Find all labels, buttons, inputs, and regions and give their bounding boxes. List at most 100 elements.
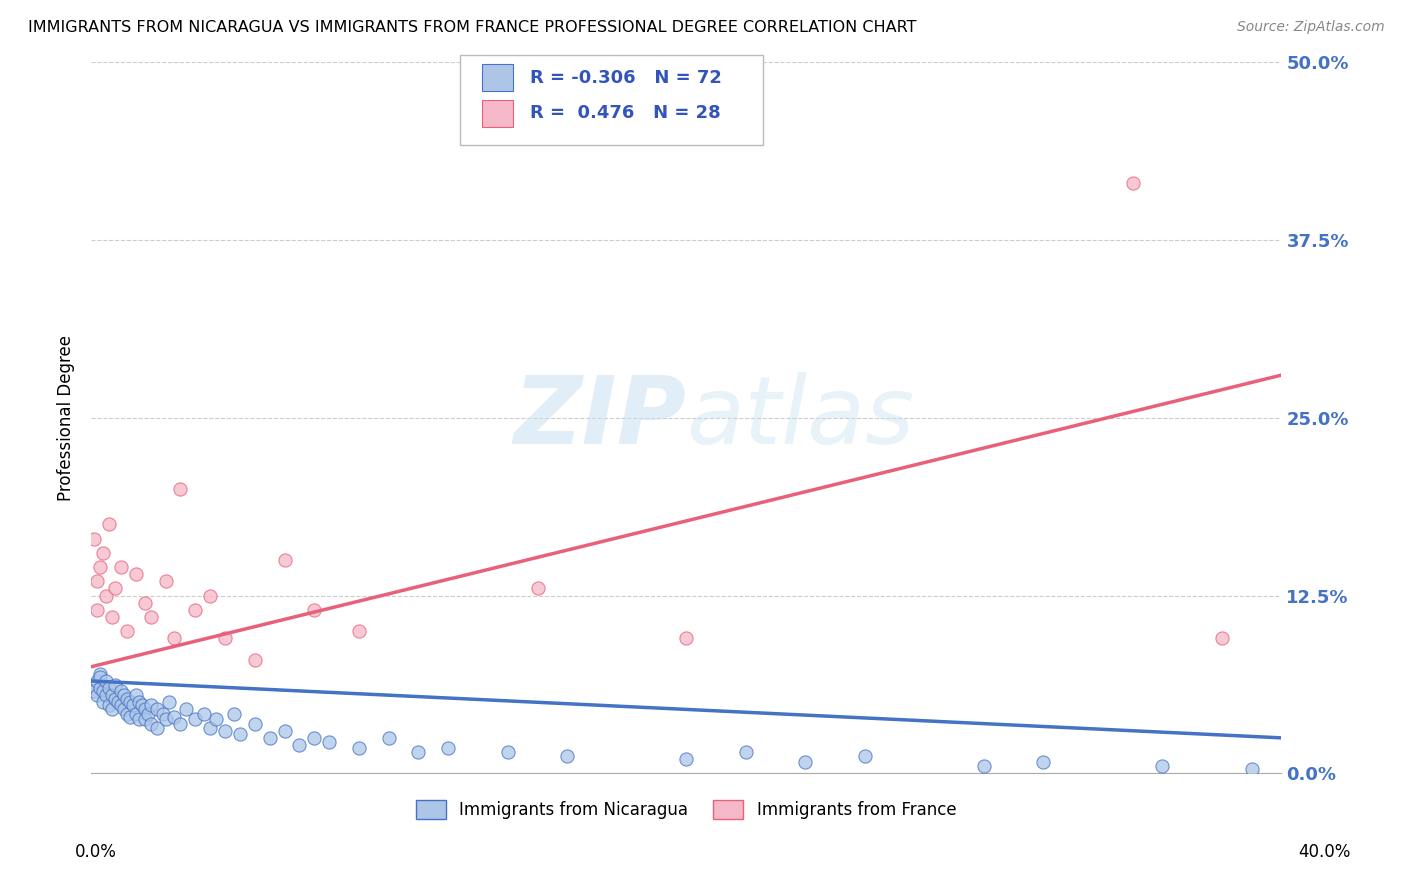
Point bbox=[408, 745, 430, 759]
Point bbox=[91, 684, 114, 698]
Point bbox=[496, 745, 519, 759]
Point bbox=[86, 603, 108, 617]
Point bbox=[155, 712, 177, 726]
Point bbox=[112, 688, 135, 702]
Point bbox=[110, 560, 132, 574]
Point bbox=[243, 652, 266, 666]
Point bbox=[853, 749, 876, 764]
Point bbox=[115, 692, 138, 706]
Point bbox=[157, 695, 180, 709]
Point bbox=[184, 603, 207, 617]
Point bbox=[110, 684, 132, 698]
Legend: Immigrants from Nicaragua, Immigrants from France: Immigrants from Nicaragua, Immigrants fr… bbox=[409, 793, 963, 826]
Point bbox=[222, 706, 245, 721]
Point bbox=[145, 721, 167, 735]
Point bbox=[131, 698, 153, 713]
Point bbox=[526, 582, 548, 596]
Point bbox=[169, 716, 191, 731]
Point bbox=[101, 702, 124, 716]
Point bbox=[104, 582, 127, 596]
Point bbox=[83, 678, 105, 692]
Point bbox=[98, 698, 121, 713]
Point bbox=[83, 684, 105, 698]
Point bbox=[145, 702, 167, 716]
Point bbox=[193, 706, 215, 721]
Point bbox=[184, 712, 207, 726]
Point bbox=[214, 632, 236, 646]
Point bbox=[152, 706, 174, 721]
Point bbox=[259, 731, 281, 745]
Point bbox=[104, 678, 127, 692]
Point bbox=[86, 574, 108, 589]
Point bbox=[89, 681, 111, 695]
Point bbox=[128, 695, 150, 709]
Point bbox=[214, 723, 236, 738]
Point bbox=[121, 698, 143, 713]
Point bbox=[89, 560, 111, 574]
Point bbox=[112, 702, 135, 716]
Point bbox=[163, 632, 186, 646]
Y-axis label: Professional Degree: Professional Degree bbox=[58, 334, 75, 500]
Point bbox=[107, 695, 129, 709]
Text: R =  0.476   N = 28: R = 0.476 N = 28 bbox=[530, 104, 721, 122]
Point bbox=[1152, 759, 1174, 773]
Point bbox=[377, 731, 399, 745]
Point bbox=[91, 695, 114, 709]
Point bbox=[94, 688, 117, 702]
Point bbox=[125, 567, 148, 582]
Point bbox=[163, 709, 186, 723]
Point bbox=[94, 589, 117, 603]
Point bbox=[115, 706, 138, 721]
Point bbox=[136, 706, 159, 721]
Point bbox=[94, 673, 117, 688]
Point bbox=[101, 610, 124, 624]
Point bbox=[139, 698, 162, 713]
Point bbox=[110, 698, 132, 713]
Point bbox=[273, 553, 295, 567]
Point bbox=[176, 702, 198, 716]
Point bbox=[139, 610, 162, 624]
Point bbox=[273, 723, 295, 738]
Point bbox=[98, 681, 121, 695]
Point bbox=[304, 731, 326, 745]
Point bbox=[155, 574, 177, 589]
Point bbox=[169, 482, 191, 496]
Point bbox=[139, 716, 162, 731]
Text: 40.0%: 40.0% bbox=[1298, 843, 1351, 861]
Point bbox=[205, 712, 228, 726]
Point bbox=[198, 589, 221, 603]
Text: 0.0%: 0.0% bbox=[75, 843, 117, 861]
Point bbox=[288, 738, 311, 752]
Point bbox=[101, 688, 124, 702]
Point bbox=[555, 749, 578, 764]
Point bbox=[437, 740, 460, 755]
Text: R = -0.306   N = 72: R = -0.306 N = 72 bbox=[530, 69, 721, 87]
Text: Source: ZipAtlas.com: Source: ZipAtlas.com bbox=[1237, 20, 1385, 34]
Text: IMMIGRANTS FROM NICARAGUA VS IMMIGRANTS FROM FRANCE PROFESSIONAL DEGREE CORRELAT: IMMIGRANTS FROM NICARAGUA VS IMMIGRANTS … bbox=[28, 20, 917, 35]
Point bbox=[118, 709, 141, 723]
Point bbox=[118, 695, 141, 709]
Point bbox=[125, 706, 148, 721]
Point bbox=[973, 759, 995, 773]
Point bbox=[347, 740, 370, 755]
Point bbox=[794, 755, 817, 769]
Point bbox=[86, 673, 108, 688]
Point bbox=[86, 688, 108, 702]
Point bbox=[83, 532, 105, 546]
Point bbox=[1240, 762, 1263, 776]
Point bbox=[675, 632, 697, 646]
Point bbox=[1211, 632, 1233, 646]
Text: ZIP: ZIP bbox=[513, 372, 686, 464]
Point bbox=[318, 735, 340, 749]
Point bbox=[675, 752, 697, 766]
Point bbox=[134, 712, 156, 726]
Point bbox=[91, 546, 114, 560]
Point bbox=[198, 721, 221, 735]
Point bbox=[734, 745, 756, 759]
Point bbox=[304, 603, 326, 617]
Point bbox=[128, 712, 150, 726]
Point bbox=[89, 670, 111, 684]
Point bbox=[134, 596, 156, 610]
Point bbox=[104, 692, 127, 706]
Point bbox=[134, 702, 156, 716]
